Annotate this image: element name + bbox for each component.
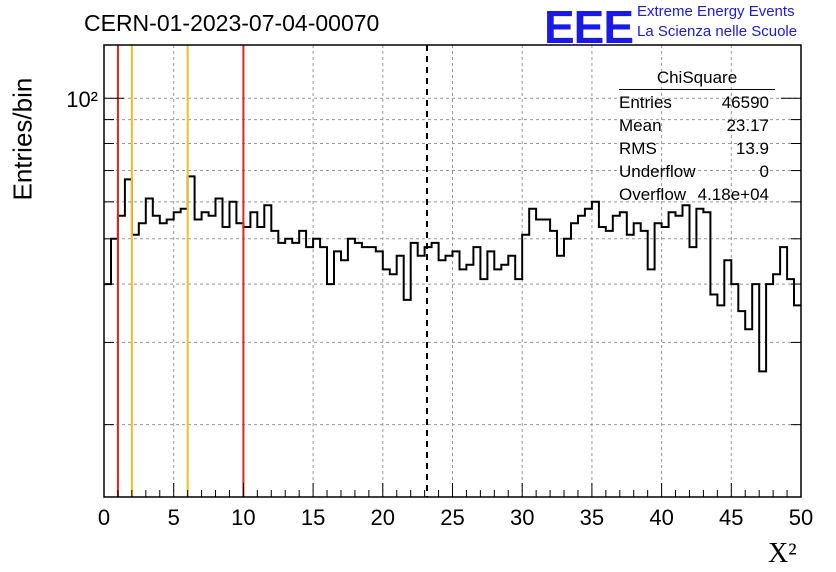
- x-tick-label: 0: [98, 505, 110, 530]
- y-axis-label: Entries/bin: [7, 77, 38, 201]
- stats-row-underflow: Underflow 0: [611, 159, 779, 182]
- stats-key: Entries: [619, 93, 672, 112]
- x-tick-label: 30: [510, 505, 534, 530]
- y-tick-label: 10²: [66, 87, 98, 112]
- stats-row-entries: Entries 46590: [611, 90, 779, 113]
- stats-key: Overflow: [619, 185, 687, 204]
- stats-value: 23.17: [726, 116, 769, 135]
- stats-value: 46590: [721, 93, 769, 112]
- x-tick-label: 45: [719, 505, 743, 530]
- x-tick-label: 10: [231, 505, 255, 530]
- x-tick-label: 15: [301, 505, 325, 530]
- stats-row-mean: Mean 23.17: [611, 113, 779, 136]
- x-tick-label: 5: [168, 505, 180, 530]
- stats-box: ChiSquare Entries 46590 Mean 23.17 RMS 1…: [611, 65, 779, 205]
- x-tick-label: 35: [580, 505, 604, 530]
- stats-key: Mean: [619, 116, 662, 135]
- stats-key: Underflow: [619, 162, 696, 181]
- stats-value: 4.18e+04: [697, 185, 769, 204]
- stats-value: 13.9: [735, 139, 769, 158]
- stats-title: ChiSquare: [619, 65, 775, 90]
- stats-row-rms: RMS 13.9: [611, 136, 779, 159]
- x-tick-label: 40: [649, 505, 673, 530]
- y-axis-label-box: Entries/bin: [3, 78, 43, 201]
- logo-line-1: Extreme Energy Events: [637, 3, 795, 20]
- stats-key: RMS: [619, 139, 657, 158]
- x-tick-label: 50: [789, 505, 813, 530]
- stats-value: 0: [759, 162, 769, 181]
- run-title: CERN-01-2023-07-04-00070: [84, 10, 380, 36]
- histogram-step: [104, 175, 801, 373]
- x-tick-label: 20: [371, 505, 395, 530]
- stats-row-overflow: Overflow 4.18e+04: [611, 182, 779, 205]
- logo-line-2: La Scienza nelle Scuole: [637, 23, 798, 40]
- x-tick-label: 25: [440, 505, 464, 530]
- x-axis-label: X²: [768, 538, 797, 569]
- eee-logo: EEE: [544, 1, 634, 53]
